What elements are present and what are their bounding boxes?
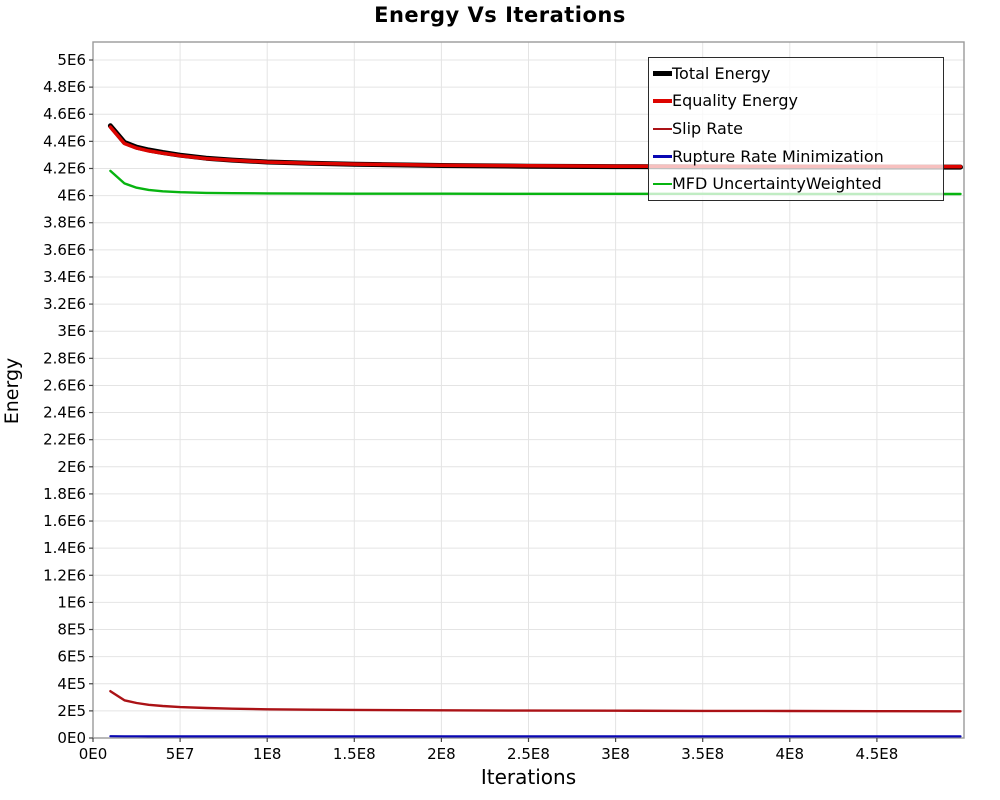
y-tick-label: 5E6 — [57, 51, 86, 69]
y-tick-label: 2.4E6 — [43, 404, 86, 422]
y-tick-label: 0E0 — [57, 729, 86, 747]
y-tick-label: 1.2E6 — [43, 566, 86, 584]
y-tick-label: 1.8E6 — [43, 485, 86, 503]
y-tick-label: 4.8E6 — [43, 78, 86, 96]
legend-label: Equality Energy — [672, 91, 798, 111]
x-tick-label: 2E8 — [427, 745, 456, 763]
x-tick-label: 2.5E8 — [507, 745, 550, 763]
legend-item-slip-rate: Slip Rate — [653, 115, 939, 143]
rupture-rate-line-swatch-icon — [653, 155, 672, 158]
legend-label: MFD UncertaintyWeighted — [672, 174, 882, 194]
legend-label: Rupture Rate Minimization — [672, 146, 884, 166]
legend-item-equality-energy: Equality Energy — [653, 88, 939, 116]
y-tick-label: 4E6 — [57, 187, 86, 205]
y-tick-label: 3.4E6 — [43, 268, 86, 286]
legend-item-rupture-rate-minimization: Rupture Rate Minimization — [653, 143, 939, 171]
y-tick-label: 3.6E6 — [43, 241, 86, 259]
slip-rate-line-swatch-icon — [653, 127, 672, 131]
y-tick-label: 2E5 — [57, 702, 86, 720]
y-tick-label: 3.2E6 — [43, 295, 86, 313]
x-tick-label: 4.5E8 — [855, 745, 898, 763]
y-tick-label: 1.6E6 — [43, 512, 86, 530]
y-tick-label: 1.4E6 — [43, 539, 86, 557]
total-energy-line-swatch-icon — [653, 71, 672, 77]
y-tick-label: 4E5 — [57, 675, 86, 693]
y-tick-label: 4.4E6 — [43, 132, 86, 150]
x-tick-label: 1.5E8 — [333, 745, 376, 763]
equality-energy-line-swatch-icon — [653, 99, 672, 104]
legend-item-total-energy: Total Energy — [653, 60, 939, 88]
y-tick-label: 4.2E6 — [43, 159, 86, 177]
x-tick-label: 4E8 — [776, 745, 805, 763]
x-tick-label: 0E0 — [79, 745, 108, 763]
y-tick-label: 6E5 — [57, 648, 86, 666]
x-tick-label: 5E7 — [166, 745, 195, 763]
y-tick-label: 8E5 — [57, 621, 86, 639]
x-tick-label: 1E8 — [253, 745, 282, 763]
y-tick-label: 1E6 — [57, 593, 86, 611]
series-line-slip-rate — [109, 690, 962, 713]
x-tick-label: 3.5E8 — [681, 745, 724, 763]
y-tick-label: 2.8E6 — [43, 349, 86, 367]
mfd-line-swatch-icon — [653, 182, 672, 186]
legend-label: Slip Rate — [672, 118, 743, 138]
y-tick-label: 2.2E6 — [43, 431, 86, 449]
y-tick-label: 4.6E6 — [43, 105, 86, 123]
legend-label: Total Energy — [672, 63, 771, 83]
legend-item-mfd-uncertainty-weighted: MFD UncertaintyWeighted — [653, 170, 939, 198]
x-tick-label: 3E8 — [601, 745, 630, 763]
legend: Total Energy Equality Energy Slip Rate R… — [648, 57, 944, 201]
x-axis-title: Iterations — [480, 765, 577, 789]
y-tick-label: 2.6E6 — [43, 376, 86, 394]
y-tick-label: 2E6 — [57, 458, 86, 476]
chart-title: Energy Vs Iterations — [374, 3, 626, 27]
y-tick-label: 3.8E6 — [43, 214, 86, 232]
y-tick-label: 3E6 — [57, 322, 86, 340]
